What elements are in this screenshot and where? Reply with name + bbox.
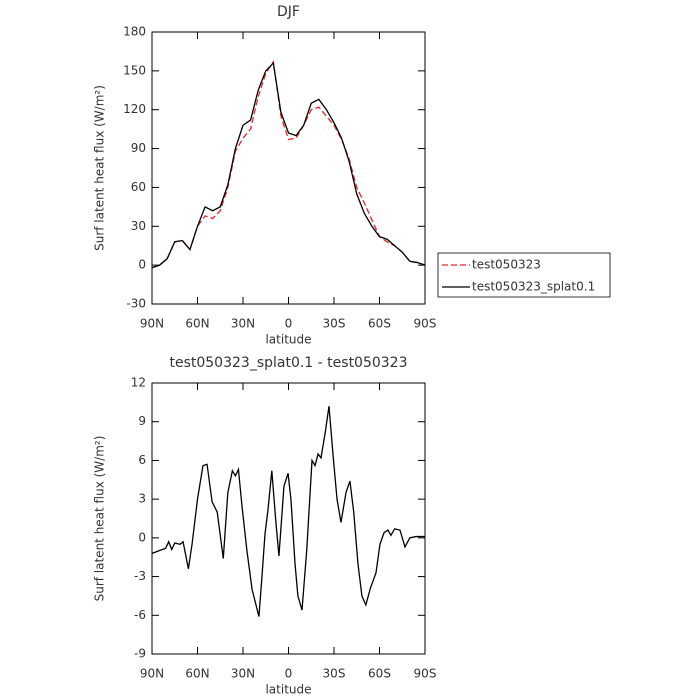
data-line bbox=[151, 61, 426, 269]
x-tick-label: 30S bbox=[323, 317, 346, 331]
y-tick-label: 0 bbox=[138, 530, 146, 544]
y-tick-label: 60 bbox=[131, 180, 146, 194]
y-axis-label: Surf latent heat flux (W/m²) bbox=[93, 436, 107, 602]
plot-frame bbox=[151, 382, 426, 655]
y-tick-label: 180 bbox=[123, 25, 146, 39]
chart-title: test050323_splat0.1 - test050323 bbox=[169, 355, 407, 371]
y-tick-label: 3 bbox=[138, 492, 146, 506]
x-tick-label: 0 bbox=[285, 667, 293, 681]
x-axis-label: latitude bbox=[265, 683, 311, 697]
y-tick-label: 30 bbox=[131, 219, 146, 233]
x-tick-label: 30N bbox=[231, 667, 255, 681]
y-tick-label: 12 bbox=[131, 376, 146, 390]
x-tick-label: 90S bbox=[414, 667, 437, 681]
y-tick-label: 150 bbox=[123, 63, 146, 77]
y-tick-label: 90 bbox=[131, 141, 146, 155]
plot-frame bbox=[151, 31, 426, 305]
y-tick-label: 0 bbox=[138, 258, 146, 272]
legend-label: test050323 bbox=[472, 258, 541, 272]
y-tick-label: -30 bbox=[126, 297, 146, 311]
x-axis-label: latitude bbox=[265, 333, 311, 347]
x-tick-label: 90N bbox=[140, 317, 164, 331]
x-tick-label: 60N bbox=[185, 317, 209, 331]
x-tick-label: 30N bbox=[231, 317, 255, 331]
y-tick-label: 120 bbox=[123, 102, 146, 116]
x-tick-label: 60S bbox=[368, 667, 391, 681]
y-tick-label: 9 bbox=[138, 414, 146, 428]
legend-label: test050323_splat0.1 bbox=[472, 280, 595, 294]
data-line bbox=[151, 406, 425, 617]
y-tick-label: -6 bbox=[134, 608, 146, 622]
x-tick-label: 90N bbox=[140, 667, 164, 681]
y-tick-label: -3 bbox=[134, 569, 146, 583]
y-tick-label: 6 bbox=[138, 453, 146, 467]
x-tick-label: 0 bbox=[285, 317, 293, 331]
legend-box bbox=[437, 252, 611, 298]
x-tick-label: 60N bbox=[185, 667, 209, 681]
chart-title: DJF bbox=[277, 4, 300, 20]
x-tick-label: 30S bbox=[323, 667, 346, 681]
data-line bbox=[151, 59, 426, 269]
y-tick-label: -9 bbox=[134, 647, 146, 661]
y-axis-label: Surf latent heat flux (W/m²) bbox=[93, 85, 107, 251]
x-tick-label: 60S bbox=[368, 317, 391, 331]
x-tick-label: 90S bbox=[414, 317, 437, 331]
